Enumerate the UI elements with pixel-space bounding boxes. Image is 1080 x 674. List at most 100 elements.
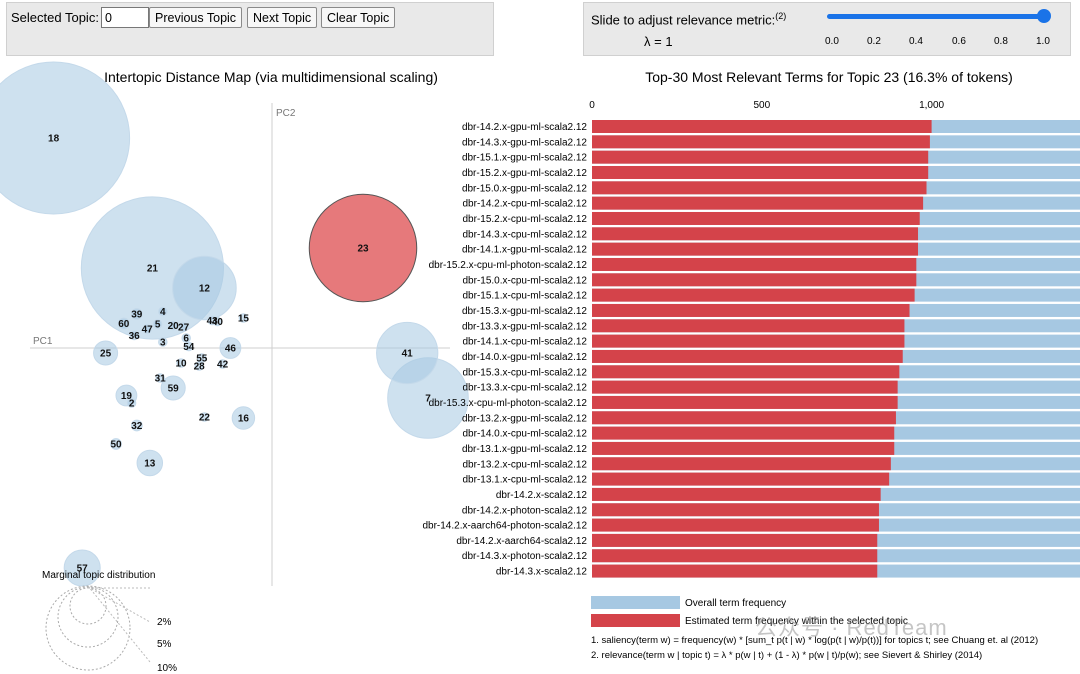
- term-label[interactable]: dbr-13.2.x-cpu-ml-scala2.12: [463, 459, 588, 470]
- topic-bubble-3[interactable]: [158, 337, 168, 347]
- topic-bubble-60[interactable]: [117, 317, 130, 330]
- topic-bubble-2[interactable]: [126, 398, 137, 408]
- term-label[interactable]: dbr-15.1.x-gpu-ml-scala2.12: [462, 153, 587, 164]
- topic-label-6[interactable]: 6: [183, 334, 189, 345]
- bar-estimated[interactable]: [592, 472, 890, 486]
- topic-label-27[interactable]: 27: [178, 323, 190, 334]
- term-label[interactable]: dbr-13.3.x-gpu-ml-scala2.12: [462, 321, 587, 332]
- bar-estimated[interactable]: [592, 227, 919, 241]
- topic-label-50[interactable]: 50: [110, 440, 122, 451]
- topic-label-21[interactable]: 21: [147, 264, 159, 275]
- bar-estimated[interactable]: [592, 242, 919, 256]
- bar-estimated[interactable]: [592, 549, 878, 563]
- topic-bubble-5[interactable]: [152, 319, 163, 329]
- term-label[interactable]: dbr-15.3.x-gpu-ml-scala2.12: [462, 306, 587, 317]
- topic-label-2[interactable]: 2: [129, 399, 135, 410]
- topic-label-47[interactable]: 47: [142, 325, 154, 336]
- term-label[interactable]: dbr-13.1.x-gpu-ml-scala2.12: [462, 444, 587, 455]
- topic-bubble-20[interactable]: [168, 320, 178, 331]
- topic-label-40[interactable]: 40: [212, 317, 224, 328]
- bar-estimated[interactable]: [592, 334, 905, 348]
- topic-bubble-28[interactable]: [194, 361, 204, 371]
- topic-bubble-13[interactable]: [136, 449, 164, 477]
- bar-estimated[interactable]: [592, 365, 900, 379]
- bar-estimated[interactable]: [592, 395, 898, 409]
- topic-label-36[interactable]: 36: [129, 331, 141, 342]
- bar-estimated[interactable]: [592, 380, 898, 394]
- next-topic-button[interactable]: Next Topic: [247, 7, 318, 28]
- topic-bubble-54[interactable]: [184, 341, 194, 352]
- bar-estimated[interactable]: [592, 487, 881, 501]
- term-label[interactable]: dbr-14.2.x-photon-scala2.12: [462, 505, 588, 516]
- topic-label-20[interactable]: 20: [168, 321, 180, 332]
- term-label[interactable]: dbr-14.2.x-cpu-ml-scala2.12: [463, 199, 588, 210]
- bar-estimated[interactable]: [592, 518, 879, 532]
- topic-label-22[interactable]: 22: [199, 413, 211, 424]
- topic-label-42[interactable]: 42: [217, 360, 229, 371]
- relevance-slider-track[interactable]: [827, 14, 1043, 19]
- bar-estimated[interactable]: [592, 120, 932, 133]
- topic-label-16[interactable]: 16: [238, 414, 250, 425]
- term-label[interactable]: dbr-14.3.x-scala2.12: [496, 567, 588, 578]
- term-label[interactable]: dbr-14.1.x-gpu-ml-scala2.12: [462, 245, 587, 256]
- term-label[interactable]: dbr-14.3.x-gpu-ml-scala2.12: [462, 137, 587, 148]
- topic-bubble-50[interactable]: [110, 438, 122, 450]
- bar-estimated[interactable]: [592, 319, 905, 333]
- bar-estimated[interactable]: [592, 150, 929, 164]
- term-label[interactable]: dbr-14.3.x-photon-scala2.12: [462, 551, 588, 562]
- term-label[interactable]: dbr-14.0.x-cpu-ml-scala2.12: [463, 429, 588, 440]
- term-label[interactable]: dbr-15.3.x-cpu-ml-scala2.12: [463, 367, 588, 378]
- bar-estimated[interactable]: [592, 426, 895, 440]
- topic-label-55[interactable]: 55: [196, 354, 208, 365]
- term-label[interactable]: dbr-14.2.x-aarch64-photon-scala2.12: [422, 521, 587, 532]
- bar-estimated[interactable]: [592, 211, 920, 225]
- topic-label-46[interactable]: 46: [225, 344, 237, 355]
- topic-bubble-46[interactable]: [219, 337, 242, 359]
- topic-label-19[interactable]: 19: [121, 391, 133, 402]
- topic-bubble-31[interactable]: [155, 373, 165, 383]
- topic-label-25[interactable]: 25: [100, 349, 112, 360]
- topic-label-60[interactable]: 60: [118, 319, 130, 330]
- bar-estimated[interactable]: [592, 503, 879, 517]
- bar-estimated[interactable]: [592, 196, 924, 210]
- term-label[interactable]: dbr-13.3.x-cpu-ml-scala2.12: [463, 383, 588, 394]
- relevance-slider-thumb[interactable]: [1037, 9, 1051, 23]
- topic-bubble-4[interactable]: [158, 306, 168, 317]
- term-label[interactable]: dbr-14.0.x-gpu-ml-scala2.12: [462, 352, 587, 363]
- bar-estimated[interactable]: [592, 457, 891, 471]
- topic-label-13[interactable]: 13: [144, 459, 156, 470]
- topic-bubble-59[interactable]: [160, 375, 186, 401]
- topic-bubble-25[interactable]: [93, 340, 119, 366]
- topic-label-31[interactable]: 31: [155, 374, 167, 385]
- topic-bubble-40[interactable]: [212, 316, 223, 327]
- bar-estimated[interactable]: [592, 181, 927, 195]
- topic-bubble-47[interactable]: [142, 324, 152, 334]
- clear-topic-button[interactable]: Clear Topic: [321, 7, 396, 28]
- topic-label-57[interactable]: 57: [77, 564, 89, 575]
- bar-estimated[interactable]: [592, 165, 929, 179]
- topic-bubble-57[interactable]: [63, 549, 101, 587]
- topic-bubble-18[interactable]: [0, 61, 131, 215]
- topic-bubble-12[interactable]: [172, 255, 237, 321]
- topic-label-12[interactable]: 12: [199, 284, 211, 295]
- bar-estimated[interactable]: [592, 135, 930, 149]
- topic-bubble-39[interactable]: [130, 308, 143, 320]
- term-label[interactable]: dbr-13.2.x-gpu-ml-scala2.12: [462, 413, 587, 424]
- term-label[interactable]: dbr-15.2.x-cpu-ml-photon-scala2.12: [429, 260, 588, 271]
- bar-estimated[interactable]: [592, 303, 910, 317]
- topic-label-39[interactable]: 39: [131, 310, 143, 321]
- topic-label-43[interactable]: 43: [207, 316, 219, 327]
- topic-label-3[interactable]: 3: [160, 338, 166, 349]
- term-label[interactable]: dbr-15.0.x-gpu-ml-scala2.12: [462, 183, 587, 194]
- topic-bubble-41[interactable]: [376, 321, 439, 385]
- topic-label-10[interactable]: 10: [175, 359, 187, 370]
- topic-label-54[interactable]: 54: [183, 342, 195, 353]
- term-label[interactable]: dbr-14.2.x-scala2.12: [496, 490, 588, 501]
- bar-estimated[interactable]: [592, 564, 878, 578]
- bar-estimated[interactable]: [592, 257, 917, 271]
- term-label[interactable]: dbr-15.2.x-gpu-ml-scala2.12: [462, 168, 587, 179]
- topic-label-15[interactable]: 15: [238, 314, 250, 325]
- previous-topic-button[interactable]: Previous Topic: [149, 7, 243, 28]
- topic-bubble-10[interactable]: [176, 358, 186, 368]
- topic-bubble-22[interactable]: [199, 412, 210, 422]
